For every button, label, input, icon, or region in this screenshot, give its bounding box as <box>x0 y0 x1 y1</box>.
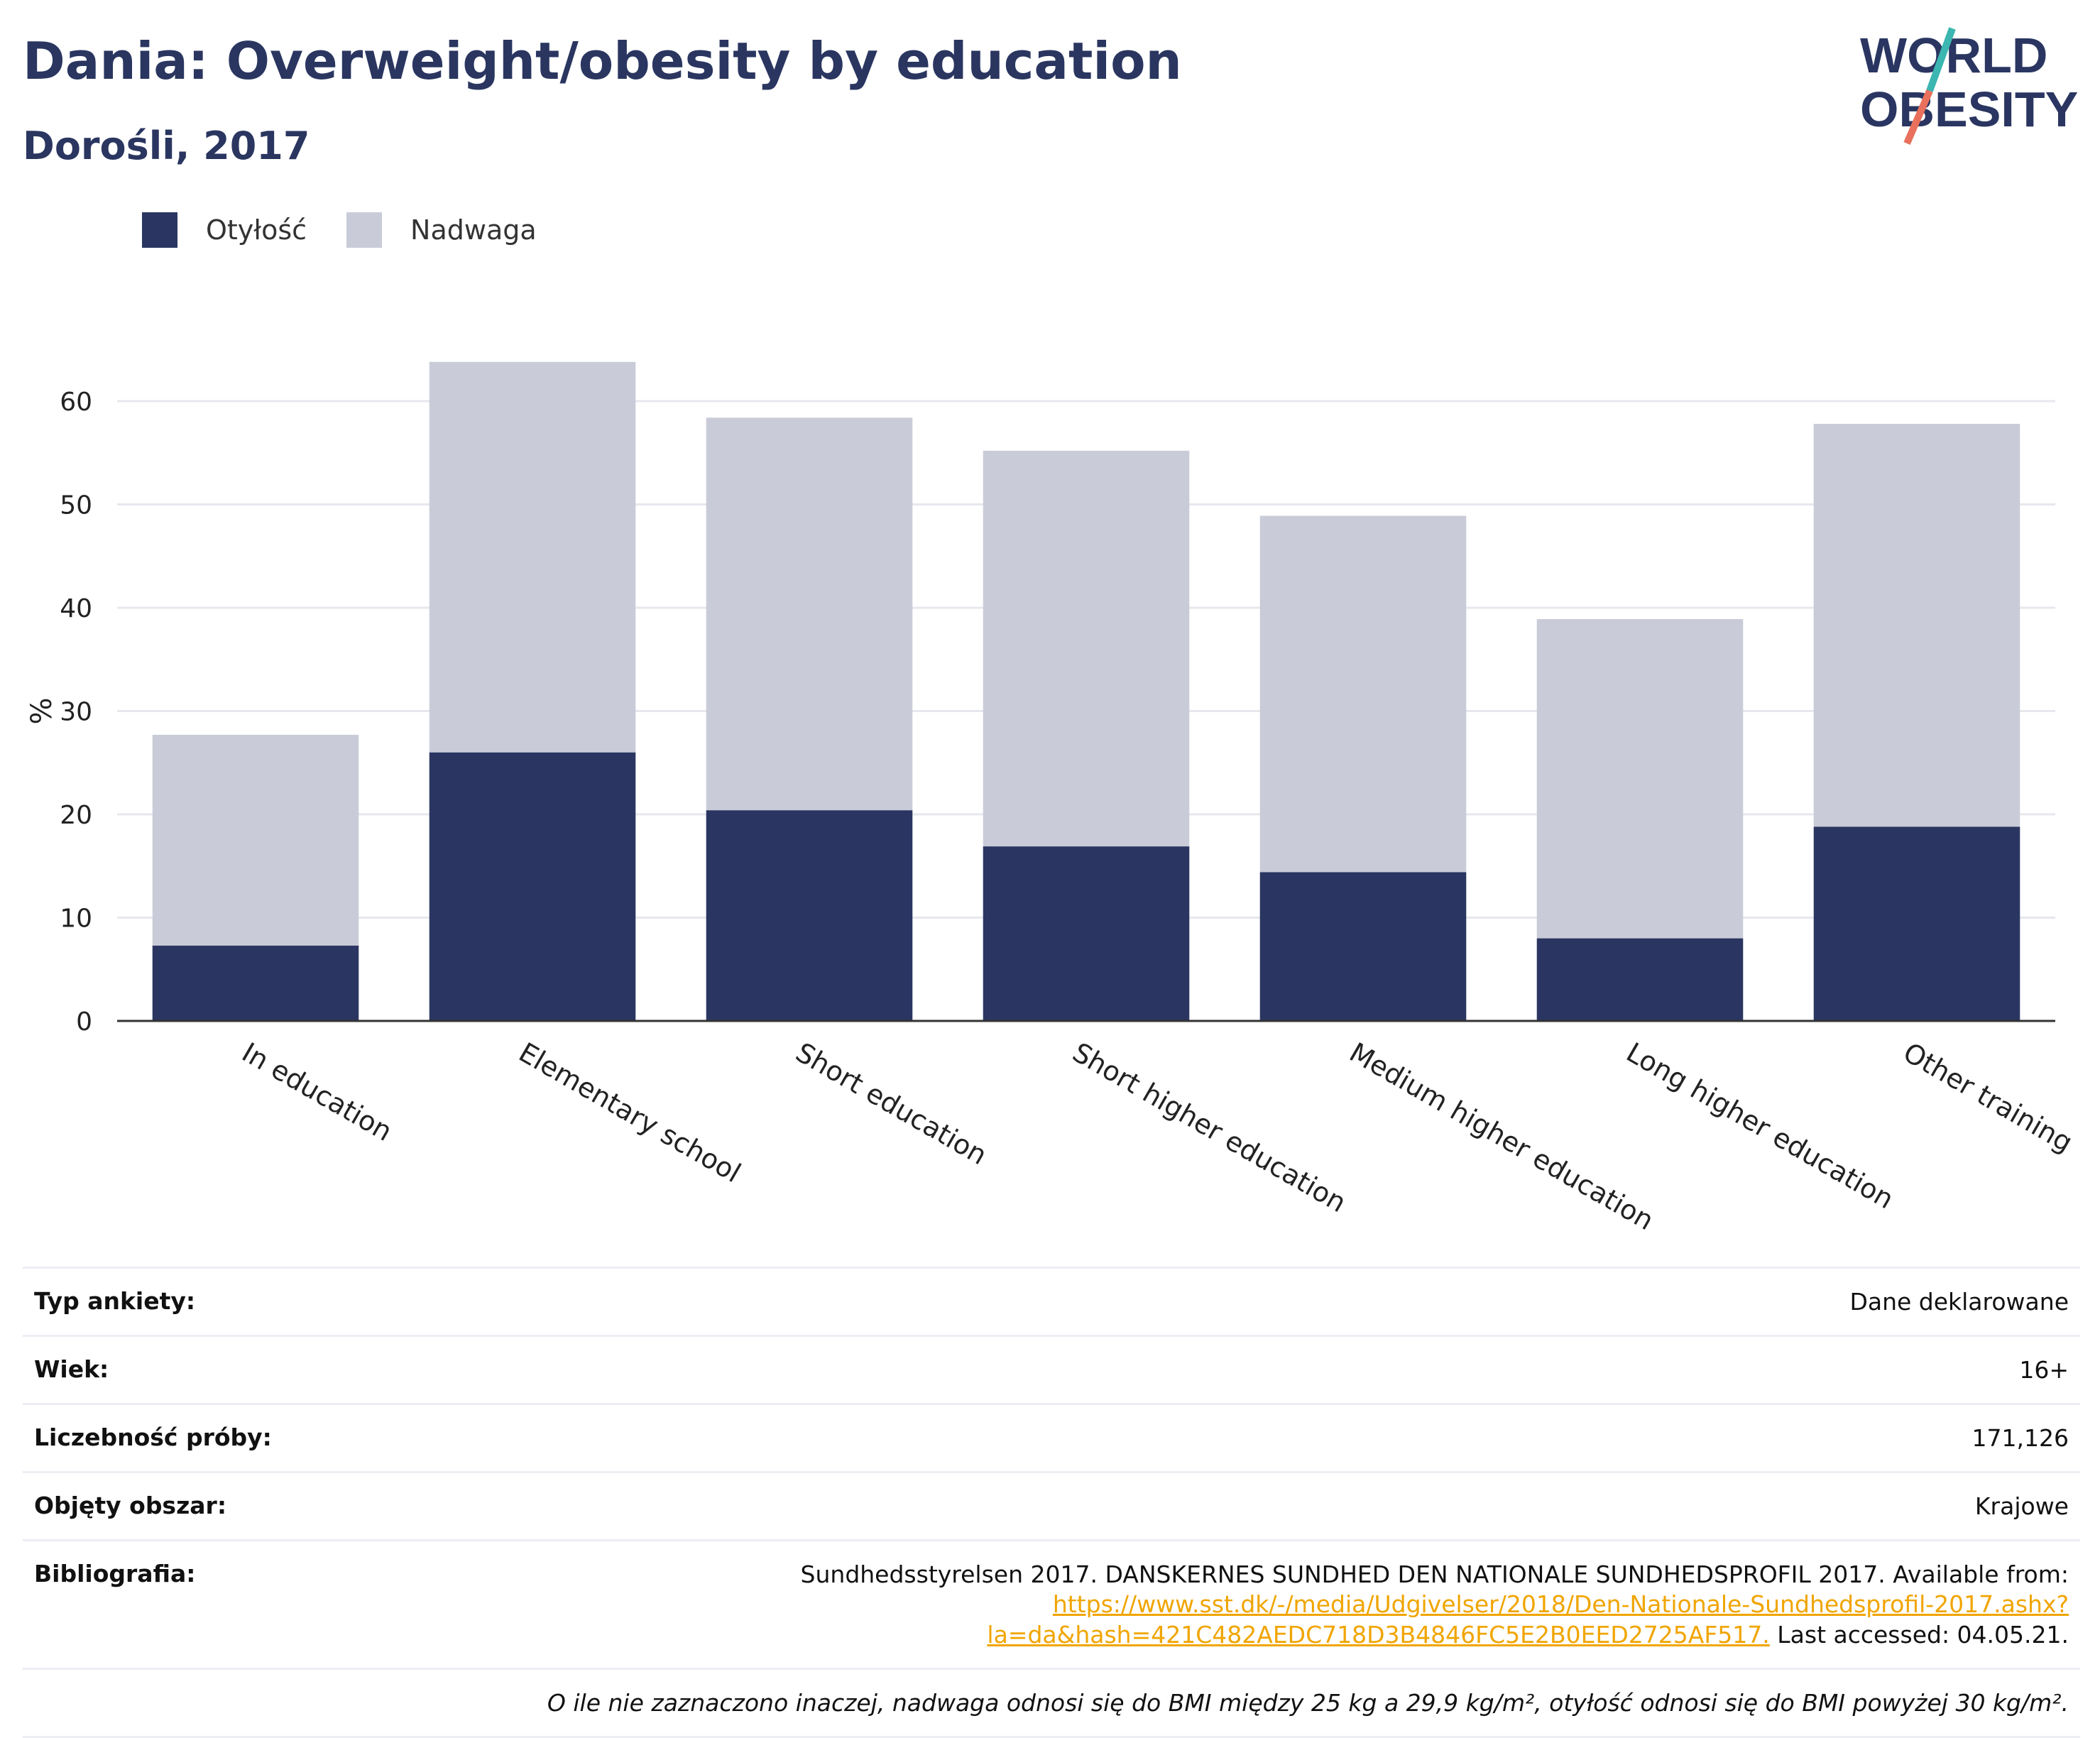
legend-label-overweight: Nadwaga <box>410 214 537 246</box>
logo-slash-teal <box>1926 27 1956 92</box>
meta-key: Bibliografia: <box>34 1559 196 1587</box>
y-tick-label: 50 <box>60 491 92 520</box>
bar-overweight <box>1259 515 1467 873</box>
bar-obesity <box>1536 938 1744 1021</box>
meta-key: Typ ankiety: <box>34 1287 196 1315</box>
logo-line2: OBESITY <box>1860 82 2078 137</box>
y-tick-label: 0 <box>76 1007 92 1037</box>
y-tick-label: 40 <box>60 594 92 623</box>
meta-row-area: Objęty obszar: Krajowe <box>23 1470 2080 1539</box>
x-tick-label: Elementary school <box>514 1037 746 1188</box>
bar-obesity <box>1259 872 1467 1021</box>
bar-overweight <box>706 417 913 811</box>
meta-value: 171,126 <box>1972 1423 2069 1452</box>
bar-obesity <box>706 810 913 1021</box>
x-tick-label: In education <box>237 1037 398 1147</box>
y-tick-label: 60 <box>60 388 92 417</box>
page-subtitle: Dorośli, 2017 <box>23 124 310 168</box>
bmi-note: O ile nie zaznaczono inaczej, nadwaga od… <box>547 1689 2069 1717</box>
meta-value: Krajowe <box>1974 1492 2069 1520</box>
bibliography-accessed: Last accessed: 04.05.21. <box>1769 1621 2069 1649</box>
bar-obesity <box>1813 826 2020 1021</box>
world-obesity-logo: WORLD OBESITY <box>1860 27 2078 145</box>
meta-key: Liczebność próby: <box>34 1423 272 1451</box>
x-tick-label: Short higher education <box>1068 1037 1352 1218</box>
y-tick-label: 20 <box>60 801 92 830</box>
x-tick-label: Short education <box>791 1037 992 1171</box>
bar-overweight <box>1813 424 2020 827</box>
bar-obesity <box>152 945 359 1021</box>
y-tick-label: 30 <box>60 698 92 727</box>
bar-obesity <box>429 752 636 1021</box>
bar-overweight <box>429 361 636 753</box>
y-tick-label: 10 <box>60 904 92 934</box>
bibliography-link[interactable]: https://www.sst.dk/-/media/Udgivelser/20… <box>987 1590 2069 1649</box>
meta-row-note: O ile nie zaznaczono inaczej, nadwaga od… <box>23 1668 2080 1738</box>
x-tick-label: Medium higher education <box>1345 1037 1659 1236</box>
bibliography-value: Sundhedsstyrelsen 2017. DANSKERNES SUNDH… <box>436 1560 2069 1651</box>
meta-row-age: Wiek: 16+ <box>23 1334 2080 1403</box>
legend-item-obesity[interactable]: Otyłość <box>142 212 307 248</box>
metadata-table: Typ ankiety: Dane deklarowane Wiek: 16+ … <box>23 1267 2080 1738</box>
bibliography-text: Sundhedsstyrelsen 2017. DANSKERNES SUNDH… <box>800 1560 2069 1588</box>
bar-chart: 0 10 20 30 40 50 60% In education Elementary sch… <box>26 361 2078 1236</box>
x-tick-label: Long higher education <box>1622 1037 1899 1215</box>
legend-swatch-obesity <box>142 212 177 248</box>
meta-row-sample-size: Liczebność próby: 171,126 <box>23 1402 2080 1471</box>
logo-slash-coral <box>1903 89 1933 145</box>
bar-overweight <box>152 734 359 946</box>
bar-obesity <box>983 846 1190 1021</box>
meta-key: Wiek: <box>34 1355 109 1383</box>
bar-overweight <box>983 450 1190 847</box>
meta-row-bibliography: Bibliografia: Sundhedsstyrelsen 2017. DA… <box>23 1538 2080 1668</box>
legend-swatch-overweight <box>346 212 383 248</box>
chart-legend: Otyłość Nadwaga <box>142 212 576 248</box>
y-axis-label: % <box>26 697 58 724</box>
legend-label-obesity: Otyłość <box>206 214 307 246</box>
meta-key: Objęty obszar: <box>34 1491 227 1519</box>
meta-value: Dane deklarowane <box>1849 1288 2069 1316</box>
logo-line1: WORLD <box>1860 28 2047 83</box>
meta-value: 16+ <box>2019 1355 2069 1384</box>
page-title: Dania: Overweight/obesity by education <box>23 31 1182 91</box>
legend-item-overweight[interactable]: Nadwaga <box>346 212 537 248</box>
bar-overweight <box>1536 619 1744 939</box>
x-tick-label: Other training <box>1898 1037 2078 1159</box>
meta-row-survey-type: Typ ankiety: Dane deklarowane <box>23 1267 2080 1335</box>
